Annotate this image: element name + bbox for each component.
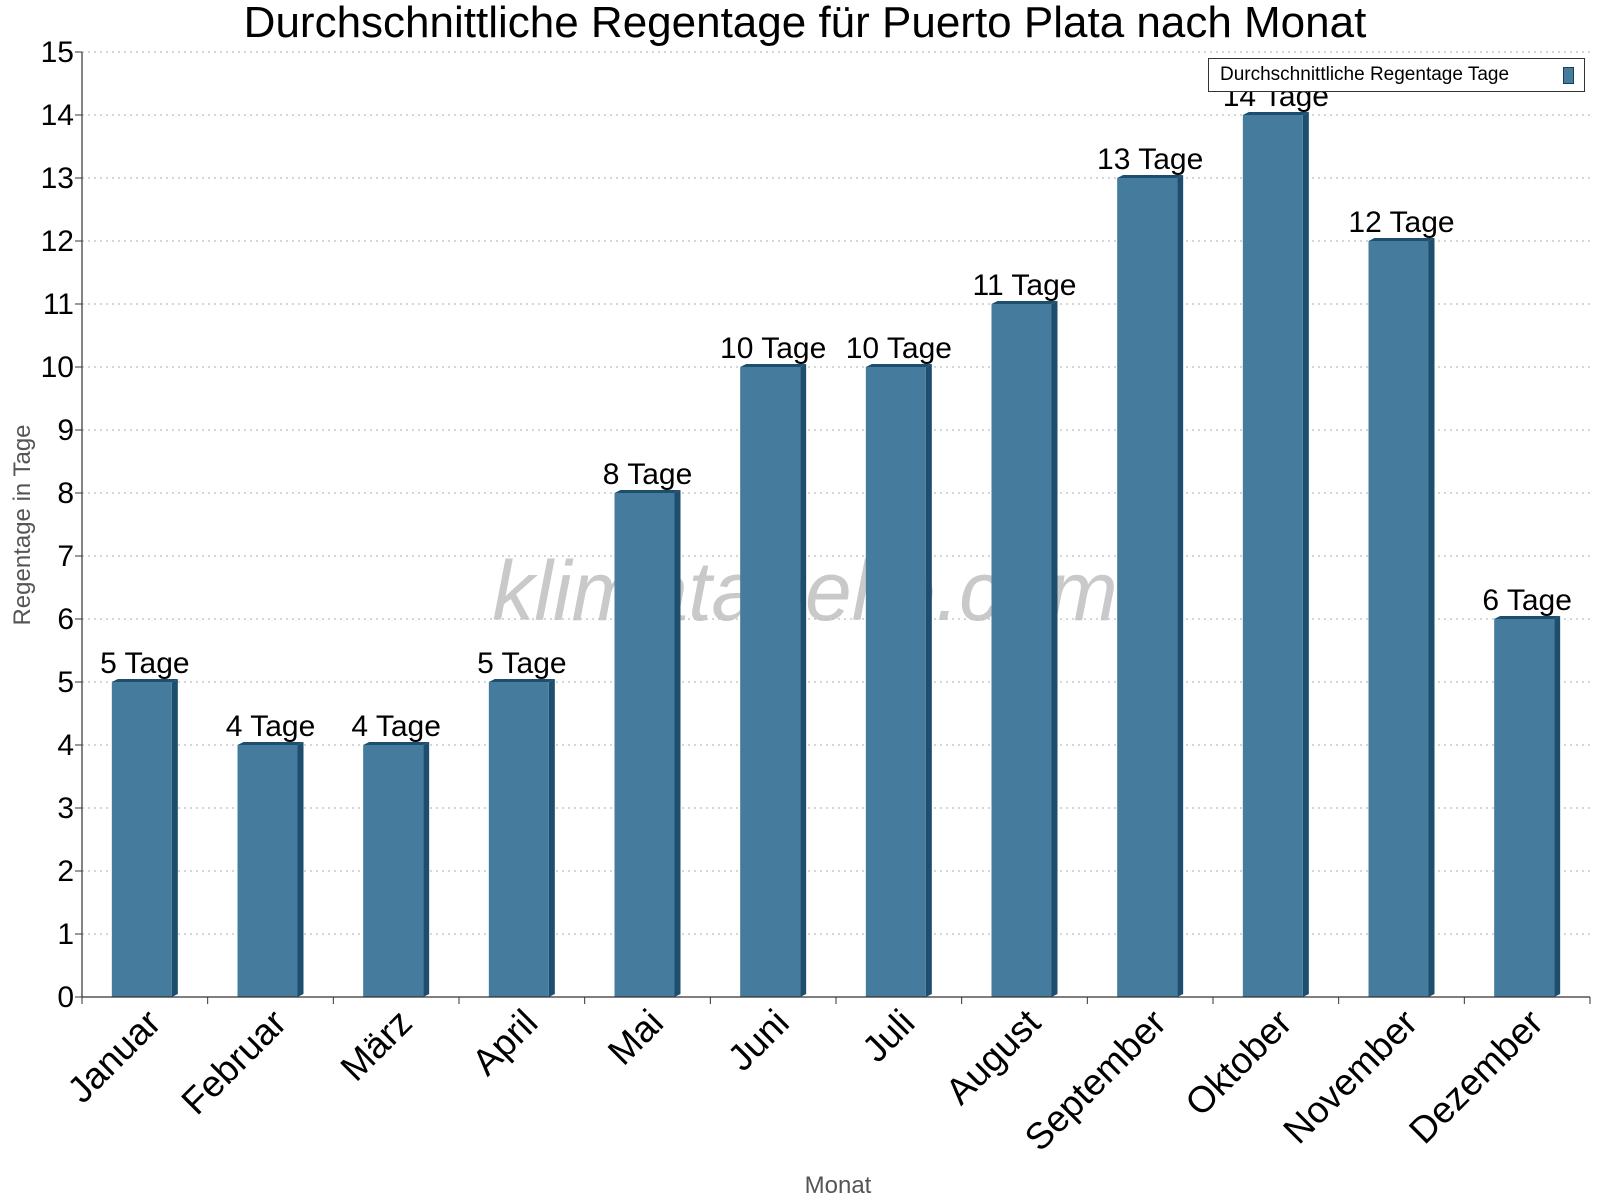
bar-side <box>171 679 178 997</box>
y-axis-title: Regentage in Tage <box>9 424 36 625</box>
bar <box>1117 178 1178 997</box>
y-tick-label: 0 <box>57 981 74 1014</box>
bar-top <box>1242 112 1309 115</box>
x-tick-label: August <box>938 1001 1049 1112</box>
bar-top <box>991 301 1058 304</box>
x-tick-label: Juni <box>720 1002 797 1079</box>
legend-swatch <box>1563 67 1574 84</box>
data-label: 10 Tage <box>720 332 826 365</box>
x-tick-label: Juli <box>854 1002 922 1070</box>
data-label: 12 Tage <box>1348 206 1454 239</box>
y-tick-label: 7 <box>57 540 74 573</box>
bar-top <box>488 679 555 682</box>
y-tick-label: 2 <box>57 855 74 888</box>
bar <box>363 745 424 997</box>
bar <box>237 745 298 997</box>
bar-side <box>1051 301 1058 997</box>
y-tick-label: 14 <box>41 99 74 132</box>
bar-side <box>423 742 430 997</box>
bar-top <box>740 364 807 367</box>
data-label: 4 Tage <box>351 710 441 743</box>
x-tick-label: November <box>1275 1002 1425 1152</box>
bar-top <box>865 364 932 367</box>
bar-side <box>1554 616 1561 997</box>
data-label: 8 Tage <box>603 458 693 491</box>
gridlines <box>82 51 1590 935</box>
chart-title: Durchschnittliche Regentage für Puerto P… <box>244 0 1367 47</box>
bar-side <box>925 364 932 997</box>
data-label: 10 Tage <box>846 332 952 365</box>
bar <box>1242 115 1303 997</box>
y-tick-label: 9 <box>57 414 74 447</box>
bar <box>111 682 172 997</box>
data-label: 4 Tage <box>226 710 316 743</box>
x-tick-label: Oktober <box>1177 1002 1299 1124</box>
data-label: 6 Tage <box>1482 584 1572 617</box>
bar-top <box>614 490 681 493</box>
bar-top <box>237 742 304 745</box>
x-tick-label: März <box>333 1002 420 1089</box>
y-tick-label: 5 <box>57 666 74 699</box>
y-tick-label: 13 <box>41 162 74 195</box>
y-tick-label: 8 <box>57 477 74 510</box>
y-tick-label: 12 <box>41 225 74 258</box>
data-label: 5 Tage <box>100 647 190 680</box>
bar-top <box>111 679 178 682</box>
bar <box>488 682 549 997</box>
bar-side <box>297 742 304 997</box>
y-tick-label: 4 <box>57 729 74 762</box>
bar-side <box>800 364 807 997</box>
legend-label: Durchschnittliche Regentage Tage <box>1220 64 1510 85</box>
y-tick-label: 15 <box>41 36 74 69</box>
y-tick-label: 11 <box>43 288 74 321</box>
bar-side <box>1177 175 1184 997</box>
x-tick-label: Dezember <box>1401 1002 1551 1152</box>
bar <box>740 367 801 997</box>
bar <box>865 367 926 997</box>
x-tick-label: April <box>464 1002 545 1083</box>
bar <box>614 493 675 997</box>
x-tick-label: Januar <box>59 1002 168 1111</box>
bar-side <box>1302 112 1309 997</box>
bar-top <box>1117 175 1184 178</box>
y-tick-label: 6 <box>57 603 74 636</box>
bar-side <box>1428 238 1435 997</box>
y-tick-label: 1 <box>57 918 74 951</box>
bar <box>1368 241 1429 997</box>
bar-side <box>548 679 555 997</box>
bar-side <box>674 490 681 997</box>
x-tick-label: Mai <box>600 1002 671 1073</box>
x-tick-label: Februar <box>174 1002 295 1123</box>
data-label: 5 Tage <box>477 647 567 680</box>
bars: 5 Tage 4 Tage 4 Tage 5 Tage 8 Tage 10 Tage 10 … <box>100 80 1572 997</box>
data-label: 11 Tage <box>973 269 1077 302</box>
y-tick-label: 10 <box>41 351 74 384</box>
bar-top <box>1494 616 1561 619</box>
y-tick-label: 3 <box>57 792 74 825</box>
bar <box>1494 619 1555 997</box>
data-label: 13 Tage <box>1097 143 1203 176</box>
legend: Durchschnittliche Regentage Tage <box>1208 58 1585 92</box>
bar-top <box>1368 238 1435 241</box>
x-axis-title: Monat <box>805 1172 872 1199</box>
bar-top <box>363 742 430 745</box>
bar <box>991 304 1052 997</box>
